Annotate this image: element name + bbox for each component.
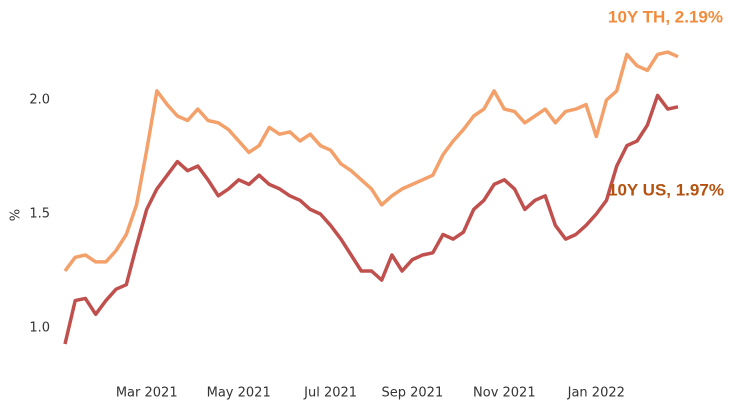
x-tick-label: Jul 2021 xyxy=(303,386,357,401)
x-tick-label: Nov 2021 xyxy=(473,386,536,401)
x-tick-label: May 2021 xyxy=(207,386,271,401)
y-tick-label: 1.5 xyxy=(29,207,50,222)
x-tick-label: Sep 2021 xyxy=(382,386,444,401)
y-axis-label: % xyxy=(9,209,24,221)
series-line xyxy=(63,93,679,345)
x-tick-label: Jan 2022 xyxy=(567,386,625,401)
y-tick-label: 1.0 xyxy=(29,321,50,336)
series-line xyxy=(63,50,679,273)
y-tick-label: 2.0 xyxy=(29,93,50,108)
annotation: 10Y US, 1.97% xyxy=(608,180,724,199)
annotation: 10Y TH, 2.19% xyxy=(608,7,723,26)
x-tick-label: Mar 2021 xyxy=(116,386,178,401)
